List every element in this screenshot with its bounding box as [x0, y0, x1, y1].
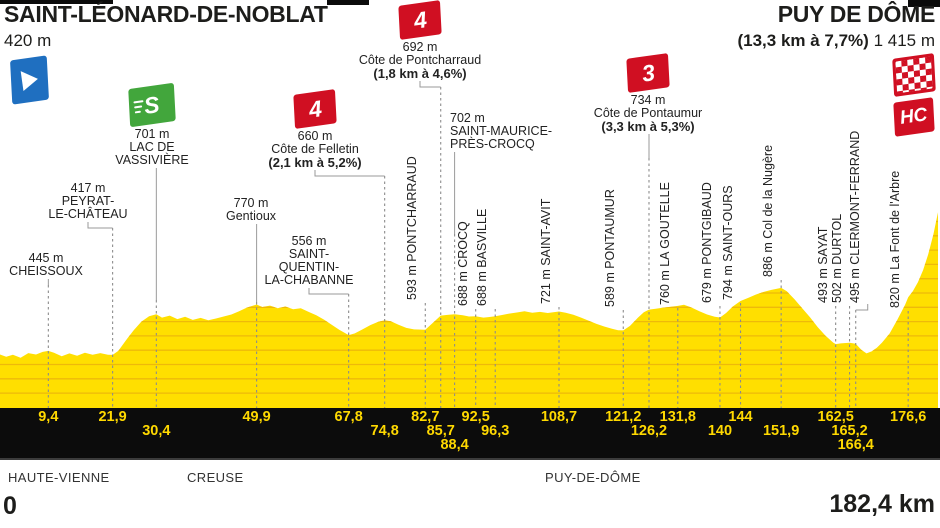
strip-divider	[0, 458, 940, 460]
elevation-area	[0, 212, 938, 408]
category-climb-icon-cote-de-felletin: 4	[293, 89, 337, 129]
marker-lines	[47, 81, 869, 311]
department-label: CREUSE	[187, 470, 244, 485]
point-label-basville: 688 m BASVILLE	[475, 208, 490, 306]
point-label-pontgibaud: 679 m PONTGIBAUD	[699, 182, 714, 303]
department-label: HAUTE-VIENNE	[8, 470, 110, 485]
point-label-saint-avit: 721 m SAINT-AVIT	[538, 198, 553, 304]
finish-climb-info: (13,3 km à 7,7%) 1 415 m	[737, 31, 935, 50]
point-label-saint-quentin: 556 m SAINT- QUENTIN- LA-CHABANNE	[264, 234, 354, 287]
km-marker: 85,7	[426, 423, 455, 439]
finish-checkered-flag-icon	[892, 53, 936, 97]
start-flag-icon	[10, 55, 49, 105]
point-label-peyrat: 417 m PEYRAT- LE-CHÂTEAU	[48, 181, 128, 221]
start-elevation: 420 m	[4, 31, 52, 50]
start-play-glyph	[20, 68, 39, 92]
km-marker: 74,8	[370, 423, 399, 439]
km-marker: 67,8	[334, 409, 363, 425]
point-label-la-goutelle: 760 m LA GOUTELLE	[657, 182, 672, 305]
start-header: SAINT-LÉONARD-DE-NOBLAT 420 m	[4, 1, 328, 51]
point-label-clermont-ferrand: 495 m CLERMONT-FERRAND	[847, 130, 862, 303]
point-label-sayat: 493 m SAYAT	[815, 226, 830, 303]
point-label-crocq: 688 m CROCQ	[455, 221, 470, 306]
checkered-pattern	[895, 56, 933, 94]
km-marker: 30,4	[142, 423, 171, 439]
km-marker: 140	[707, 423, 733, 439]
start-km-label: 0	[3, 492, 17, 520]
km-marker: 151,9	[762, 423, 800, 439]
category-climb-icon-cote-de-pontcharraud: 4	[398, 0, 442, 40]
point-label-cote-de-pontaumur: 734 m Côte de Pontaumur (3,3 km à 5,3%)	[593, 93, 703, 134]
point-label-cote-de-felletin: 660 m Côte de Felletin (2,1 km à 5,2%)	[268, 129, 362, 170]
km-marker: 131,8	[659, 409, 696, 425]
point-label-lac-de-vassiviere: 701 m LAC DE VASSIVIÈRE	[115, 127, 189, 167]
km-marker: 9,4	[38, 409, 59, 425]
km-marker: 108,7	[540, 409, 578, 425]
total-distance-label: 182,4 km	[829, 490, 935, 518]
point-label-pontcharraud: 593 m PONTCHARRAUD	[405, 156, 420, 300]
top-border-fragment	[327, 0, 369, 5]
km-marker: 21,9	[98, 409, 127, 425]
top-border-fragment	[0, 0, 113, 4]
km-marker: 92,5	[461, 409, 490, 425]
point-label-cote-de-pontcharraud: 692 m Côte de Pontcharraud (1,8 km à 4,6%)	[358, 40, 482, 81]
km-marker: 126,2	[630, 423, 668, 439]
sprint-icon: S	[128, 82, 176, 128]
point-label-cheissoux: 445 m CHEISSOUX	[9, 251, 83, 278]
point-label-saint-maurice: 702 m SAINT-MAURICE- PRÈS-CROCQ	[450, 111, 553, 151]
km-marker: 82,7	[411, 409, 440, 425]
km-marker: 176,6	[890, 409, 927, 425]
hc-climb-icon: HC	[893, 97, 935, 137]
km-strip: 9,4 21,9 30,4 49,9 67,8 74,8 82,7 85,7 88,4 92,5 9…	[0, 408, 940, 458]
department-label: PUY-DE-DÔME	[545, 470, 641, 485]
km-marker: 162,5	[817, 409, 854, 425]
point-label-pontaumur: 589 m PONTAUMUR	[603, 189, 618, 307]
km-marker: 144	[728, 409, 753, 425]
point-label-col-de-la-nugere: 886 m Col de la Nugère	[761, 144, 776, 277]
finish-header: PUY DE DÔME (13,3 km à 7,7%) 1 415 m	[737, 1, 935, 51]
point-label-la-font-de-l-arbre: 820 m La Font de l'Arbre	[888, 170, 903, 308]
km-marker: 166,4	[837, 437, 874, 453]
category-climb-icon-cote-de-pontaumur: 3	[626, 53, 670, 93]
km-marker: 165,2	[831, 423, 868, 439]
km-marker: 121,2	[605, 409, 642, 425]
km-marker: 88,4	[440, 437, 469, 453]
point-label-durtol: 502 m DURTOL	[829, 213, 844, 303]
km-marker: 49,9	[242, 409, 271, 425]
start-town-title: SAINT-LÉONARD-DE-NOBLAT	[4, 1, 328, 27]
point-label-saint-ours: 794 m SAINT-OURS	[720, 185, 735, 300]
finish-town-title: PUY DE DÔME	[777, 1, 936, 27]
top-border-fragment	[908, 0, 940, 7]
point-label-gentioux: 770 m Gentioux	[225, 196, 277, 223]
km-marker: 96,3	[481, 423, 510, 439]
